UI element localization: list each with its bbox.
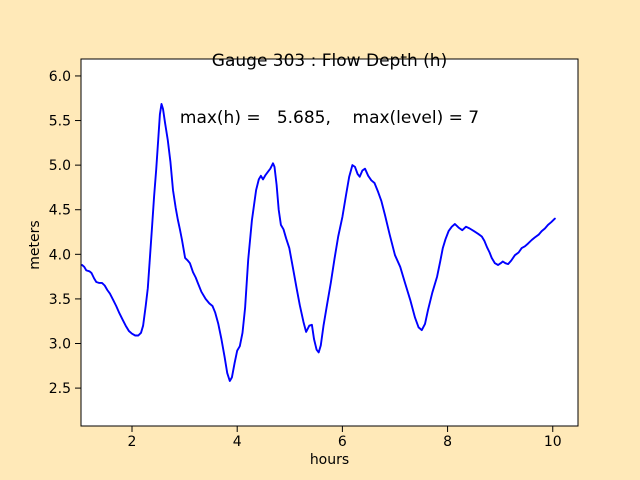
y-tick-label: 3.0: [49, 337, 71, 353]
y-tick-label: 4.5: [49, 203, 71, 219]
y-tick-label: 2.5: [49, 381, 71, 397]
x-tick-label: 6: [338, 434, 347, 450]
x-tick-label: 8: [443, 434, 452, 450]
y-tick-label: 3.5: [49, 292, 71, 308]
x-axis-label: hours: [309, 452, 350, 468]
chart-title-block: Gauge 303 : Flow Depth (h) max(h) = 5.68…: [81, 14, 578, 166]
series-line-h: [81, 103, 556, 382]
plot-border: [80, 58, 579, 427]
chart-subtitle: max(h) = 5.685, max(level) = 7: [179, 108, 480, 128]
x-tick-label: 4: [233, 434, 242, 450]
y-tick-label: 5.5: [49, 114, 71, 130]
y-tick-label: 6.0: [49, 69, 71, 85]
y-tick-label: 4.0: [49, 247, 71, 263]
y-tick-label: 5.0: [49, 158, 71, 174]
x-tick-label: 10: [544, 434, 562, 450]
x-tick-label: 2: [128, 434, 137, 450]
chart-title: Gauge 303 : Flow Depth (h): [211, 51, 448, 71]
y-axis-label: meters: [27, 220, 43, 270]
